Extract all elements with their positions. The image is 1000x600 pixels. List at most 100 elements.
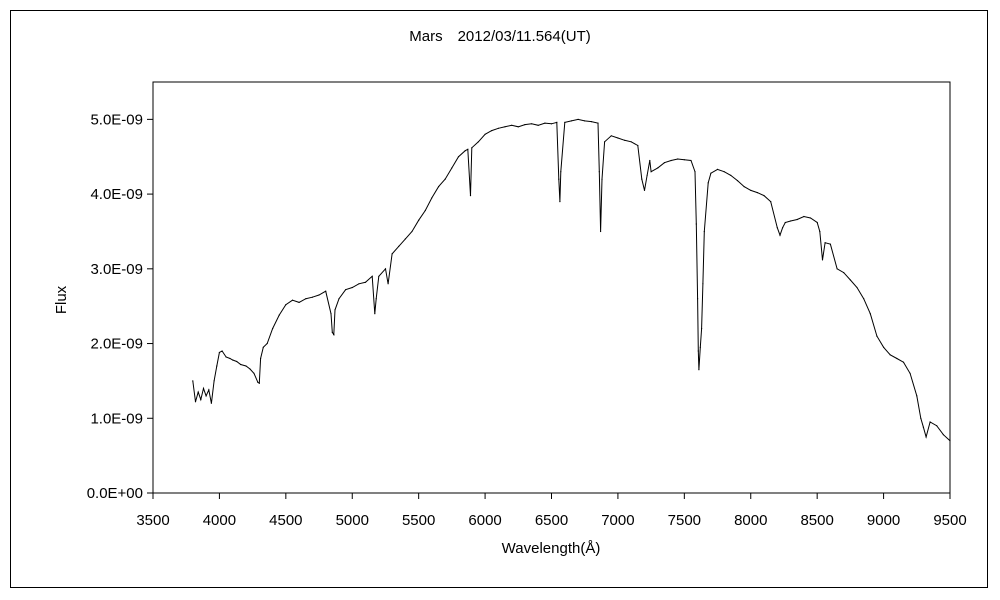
data-point: [716, 168, 719, 170]
data-point: [643, 189, 646, 191]
data-point: [258, 382, 260, 384]
data-point: [517, 126, 519, 128]
data-point: [375, 298, 377, 300]
x-tick-label: 7000: [601, 512, 634, 529]
data-point: [770, 201, 772, 203]
data-point: [920, 417, 922, 419]
data-point: [756, 192, 759, 194]
data-point: [358, 283, 360, 285]
y-tick-label: 2.0E-09: [90, 336, 143, 353]
data-point: [225, 356, 227, 358]
data-point: [331, 331, 333, 333]
data-point: [829, 243, 832, 245]
data-point: [803, 215, 805, 218]
data-point: [617, 137, 619, 139]
y-tick-label: 3.0E-09: [90, 261, 143, 278]
data-point: [229, 357, 231, 360]
data-point: [384, 268, 387, 270]
y-tick-label: 1.0E-09: [90, 410, 143, 427]
data-point: [796, 218, 798, 221]
data-point: [707, 182, 709, 184]
data-point: [776, 227, 778, 229]
data-point: [325, 290, 327, 292]
data-point: [371, 275, 373, 277]
data-point: [457, 156, 460, 158]
data-point: [200, 399, 202, 401]
data-point: [896, 357, 898, 360]
data-point: [245, 365, 247, 367]
data-point: [497, 127, 499, 129]
data-point: [710, 172, 712, 174]
data-point: [298, 301, 300, 303]
data-points: [192, 118, 951, 442]
data-point: [869, 313, 871, 315]
data-point: [260, 357, 262, 360]
x-axis: 3500 4000 4500 5000 5500 6000 6500 7000 7500 8000…: [136, 493, 967, 529]
x-tick-label: 4000: [203, 512, 236, 529]
data-point: [736, 180, 739, 182]
data-point: [670, 159, 672, 162]
data-point: [240, 363, 242, 366]
data-point: [743, 186, 745, 188]
data-point: [216, 365, 218, 367]
data-point: [469, 195, 472, 197]
data-point: [197, 391, 199, 393]
data-point: [564, 121, 566, 123]
data-point: [816, 221, 818, 224]
y-axis-label: Flux: [53, 285, 70, 314]
data-point: [213, 380, 215, 382]
data-point: [398, 245, 400, 247]
data-point: [821, 259, 824, 261]
data-point: [334, 309, 336, 311]
data-point: [438, 186, 440, 188]
data-point: [364, 281, 367, 283]
data-point: [683, 159, 685, 161]
data-point: [285, 304, 287, 306]
data-point: [922, 426, 925, 428]
data-point: [338, 298, 340, 300]
x-tick-label: 4500: [269, 512, 302, 529]
data-point: [809, 217, 812, 219]
data-point: [723, 171, 725, 173]
data-point: [411, 230, 413, 233]
data-point: [378, 275, 380, 277]
data-point: [249, 368, 251, 370]
data-point: [649, 159, 651, 162]
x-axis-label: Wavelength(Å): [502, 540, 601, 557]
data-point: [374, 313, 376, 315]
data-point: [484, 133, 486, 135]
data-point: [544, 122, 546, 124]
data-point: [467, 148, 469, 150]
data-point: [210, 402, 212, 404]
x-tick-label: 5000: [336, 512, 369, 529]
data-point: [598, 171, 600, 173]
data-point: [537, 124, 539, 126]
data-point: [391, 253, 393, 255]
data-point: [531, 123, 533, 125]
data-point: [949, 440, 951, 442]
data-point: [471, 147, 473, 149]
data-point: [936, 425, 938, 427]
data-point: [291, 299, 294, 301]
data-point: [699, 346, 701, 348]
data-point: [697, 350, 699, 352]
data-point: [657, 167, 659, 169]
data-point: [221, 350, 223, 352]
data-point: [330, 313, 332, 315]
data-point: [318, 294, 320, 296]
data-point: [663, 162, 666, 164]
chart-frame: [10, 10, 988, 588]
series-line-flux: [192, 118, 951, 442]
data-point: [863, 298, 865, 300]
data-point: [192, 380, 194, 382]
data-point: [909, 372, 911, 374]
data-point: [836, 268, 838, 270]
data-point: [790, 220, 792, 222]
data-point: [444, 178, 446, 180]
data-point: [558, 178, 560, 180]
data-point: [701, 328, 703, 330]
data-point: [824, 242, 826, 244]
data-point: [202, 387, 205, 389]
x-tick-label: 8000: [734, 512, 767, 529]
x-tick-label: 6000: [468, 512, 501, 529]
